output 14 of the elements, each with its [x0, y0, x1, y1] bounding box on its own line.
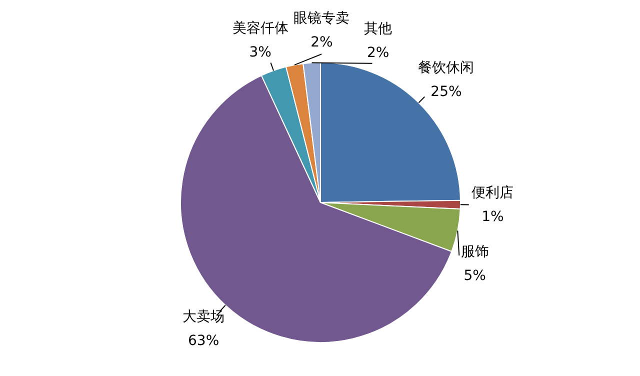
data-label: 2%	[366, 45, 390, 62]
slice-label: 餐饮休闲	[418, 60, 474, 76]
data-label: 5%	[464, 268, 486, 284]
data-label: 2%	[310, 34, 333, 50]
data-label: 1%	[482, 209, 504, 226]
slice-label: 眼镜专卖	[294, 10, 350, 26]
data-label: 63%	[188, 332, 220, 349]
data-label: 25%	[430, 84, 462, 100]
data-label: 3%	[249, 44, 272, 60]
slice-label: 其他	[364, 21, 392, 38]
slice-label: 美容仟体	[232, 20, 288, 36]
slice-label: 服饰	[460, 244, 489, 260]
slice-label: 大卖场	[182, 308, 225, 325]
slice-label: 便利店	[472, 185, 514, 202]
